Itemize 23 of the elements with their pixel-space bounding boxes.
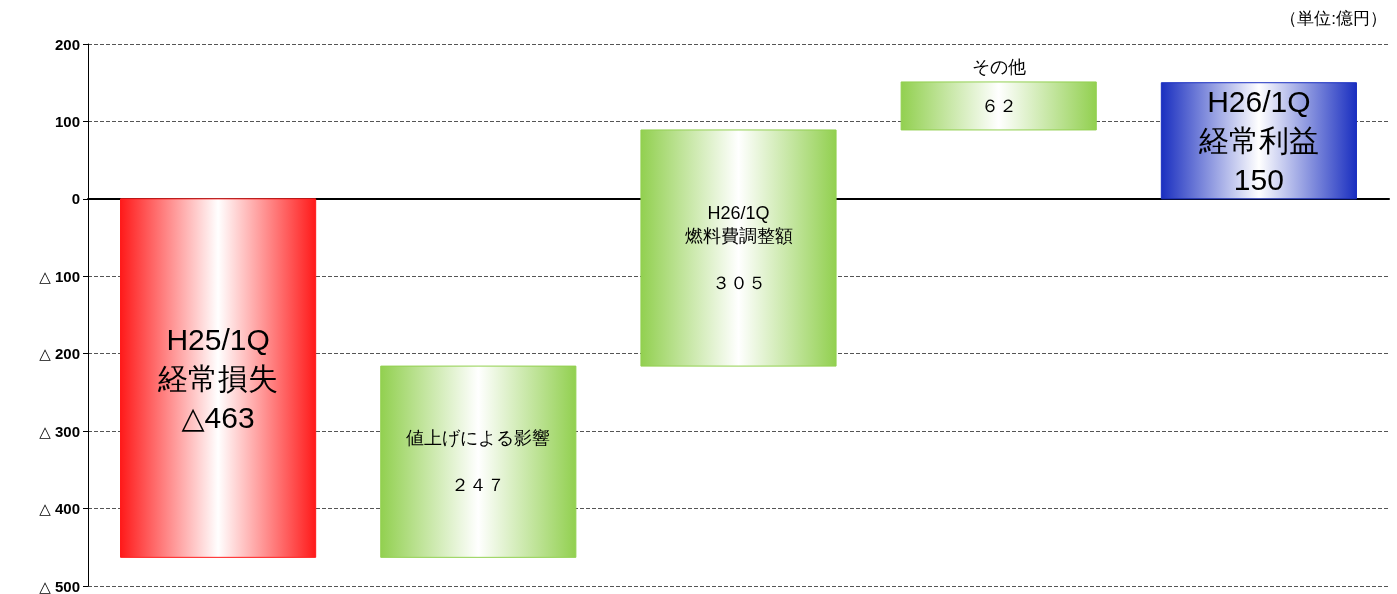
y-tick-label: △ 300 <box>39 422 80 440</box>
x-tick-label: H26/1Q 燃料費調整額 <box>684 202 793 247</box>
bar <box>900 81 1097 131</box>
y-tick-label: 200 <box>54 35 80 53</box>
data-label: ３０５ <box>711 273 766 294</box>
x-tick-label: H26/1Q 経常利益 <box>1197 85 1319 158</box>
y-tick-label: △ 100 <box>39 267 80 285</box>
x-tick-label: その他 <box>971 56 1026 77</box>
data-label: ６２ <box>980 95 1017 116</box>
y-tick-label: △ 200 <box>39 345 80 363</box>
data-label: 150 <box>1233 163 1284 197</box>
x-tick-label: H25/1Q 経常損失 <box>157 322 279 395</box>
data-label: △463 <box>181 400 255 434</box>
bar <box>380 365 577 558</box>
data-label: ２４７ <box>451 475 506 496</box>
bar <box>120 198 317 558</box>
x-tick-label: 値上げによる影響 <box>406 428 551 449</box>
y-tick-label: 100 <box>54 112 80 130</box>
y-tick-label: △ 500 <box>39 577 80 594</box>
bar <box>640 129 837 367</box>
y-tick-label: 0 <box>71 190 80 208</box>
y-tick-label: △ 400 <box>39 500 80 518</box>
text: （単位:億円） <box>1280 9 1388 28</box>
